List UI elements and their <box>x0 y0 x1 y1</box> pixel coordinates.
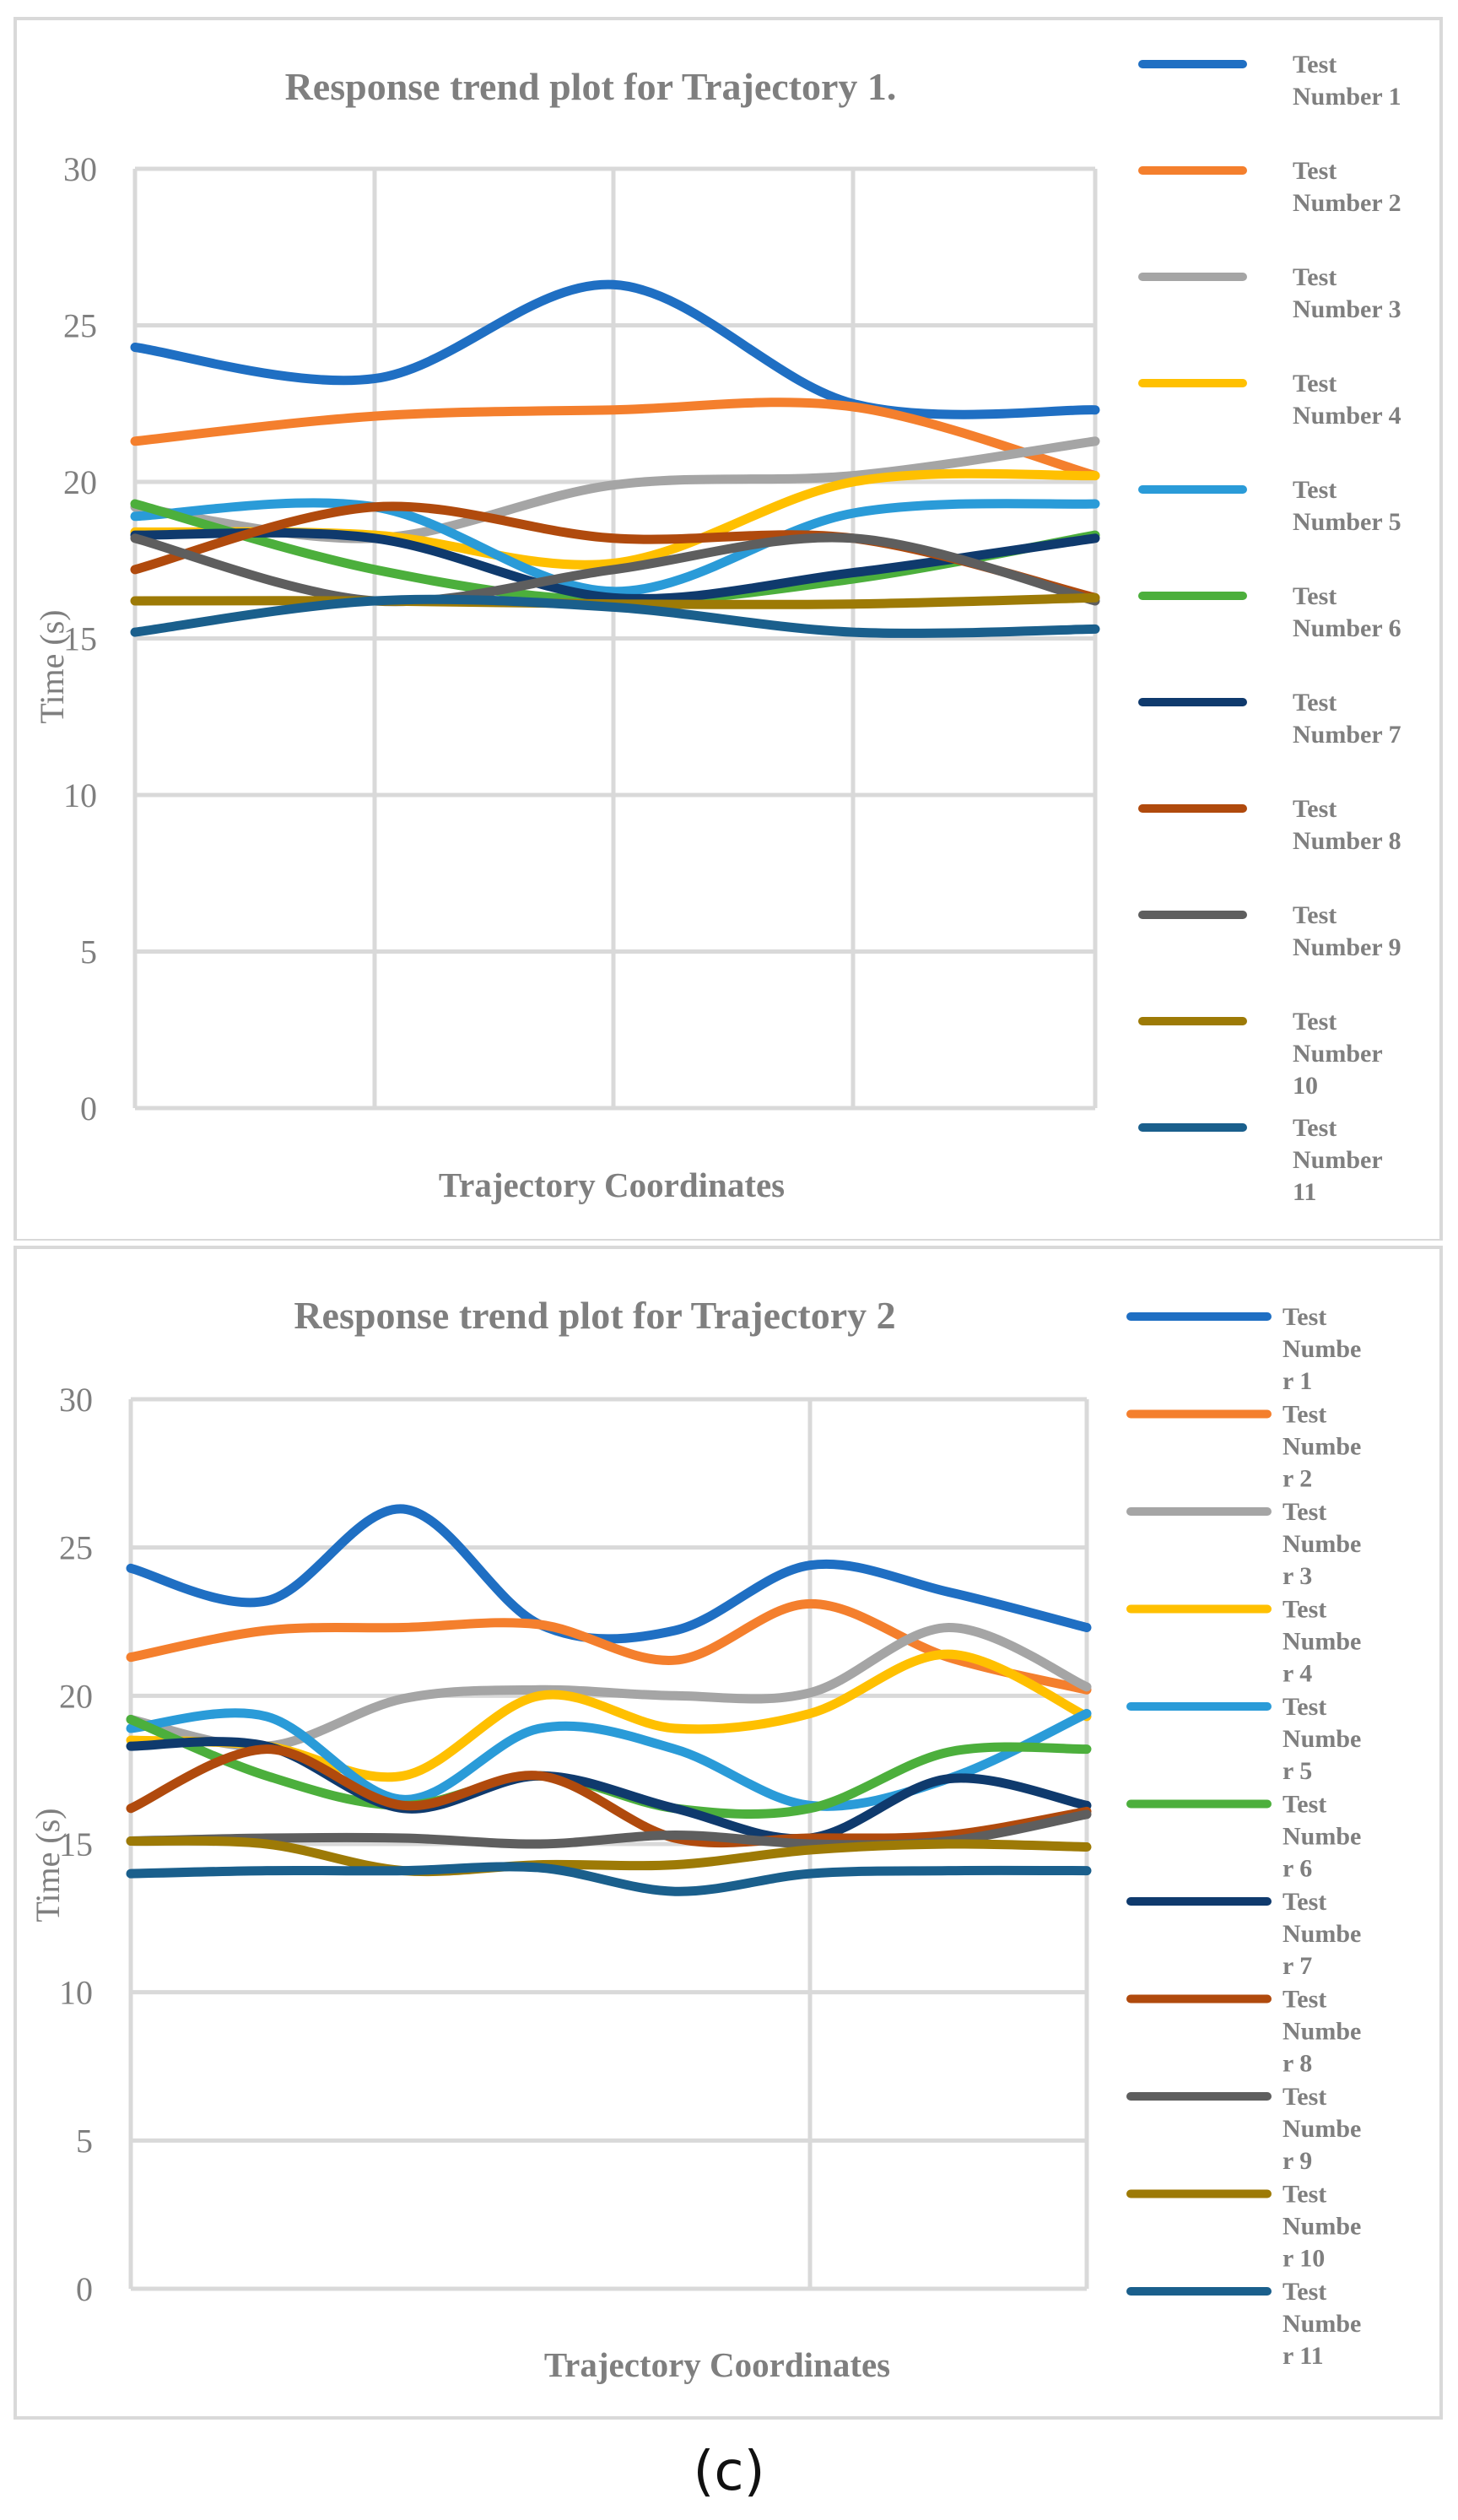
legend-label-5: Number 5 <box>1293 508 1401 536</box>
legend-label-2: Test <box>1293 157 1336 185</box>
legend-label-1: Test <box>1282 1303 1326 1331</box>
legend-label-6: Test <box>1293 582 1336 610</box>
legend-label-1: Numbe <box>1282 1335 1361 1363</box>
legend-label-2: r 2 <box>1282 1465 1312 1493</box>
legend-label-6: Test <box>1282 1791 1326 1819</box>
y-tick-label: 5 <box>80 933 97 971</box>
legend-label-11: Test <box>1293 1114 1336 1142</box>
x-axis-label: Trajectory Coordinates <box>544 2345 890 2384</box>
y-tick-label: 25 <box>63 307 97 345</box>
legend-label-8: Number 8 <box>1293 827 1401 855</box>
series-line-1 <box>126 1504 1092 1644</box>
y-tick-label: 20 <box>63 463 97 501</box>
series-line-2 <box>126 1598 1092 1695</box>
y-tick-label: 30 <box>63 150 97 188</box>
legend-label-8: Test <box>1293 795 1336 823</box>
legend-label-11: r 11 <box>1282 2342 1324 2370</box>
legend-label-10: Test <box>1282 2181 1326 2209</box>
chart-title: Response trend plot for Trajectory 1. <box>285 65 897 108</box>
series-line-9 <box>130 533 1100 607</box>
chart-frame <box>14 1246 1443 2420</box>
legend-label-7: Test <box>1282 1888 1326 1916</box>
legend-label-1: Number 1 <box>1293 83 1401 111</box>
legend-label-3: Numbe <box>1282 1530 1361 1558</box>
legend-label-9: Test <box>1293 901 1336 929</box>
legend-label-4: Test <box>1293 370 1336 397</box>
chart-trajectory-1: 0 5 10 15 20 25 30 Response trend plot for Traj… <box>14 17 1443 1241</box>
series-line-5 <box>130 498 1100 597</box>
legend-label-4: Test <box>1282 1596 1326 1624</box>
legend-label-3: Number 3 <box>1293 295 1401 323</box>
legend-label-3: Test <box>1293 263 1336 291</box>
y-tick-label: 30 <box>59 1381 93 1419</box>
figure-caption: (c) <box>693 2441 765 2503</box>
legend-label-2: Test <box>1282 1401 1326 1429</box>
legend-label-3: r 3 <box>1282 1562 1312 1590</box>
legend-label-4: r 4 <box>1282 1660 1312 1688</box>
legend-label-4: Numbe <box>1282 1628 1361 1656</box>
y-tick-label: 0 <box>80 1090 97 1128</box>
legend-label-4: Number 4 <box>1293 402 1401 430</box>
y-tick-label: 10 <box>59 1974 93 2012</box>
legend-label-10: Test <box>1293 1008 1336 1036</box>
legend-label-6: Numbe <box>1282 1823 1361 1851</box>
legend-label-11: Number <box>1293 1146 1383 1174</box>
legend-label-7: Test <box>1293 689 1336 717</box>
chart-title: Response trend plot for Trajectory 2 <box>294 1294 895 1337</box>
legend-label-10: r 10 <box>1282 2245 1325 2273</box>
legend-label-8: Test <box>1282 1986 1326 2014</box>
legend-label-11: 11 <box>1293 1178 1316 1206</box>
y-tick-label: 20 <box>59 1677 93 1715</box>
legend-label-3: Test <box>1282 1498 1326 1526</box>
legend-label-5: Test <box>1282 1693 1326 1721</box>
y-tick-label: 10 <box>63 776 97 814</box>
y-axis-label: Time (s) <box>29 1808 67 1922</box>
legend-label-9: r 9 <box>1282 2147 1312 2175</box>
y-tick-label: 5 <box>76 2122 93 2160</box>
series-line-8 <box>126 1744 1092 1848</box>
y-tick-label: 15 <box>63 620 97 658</box>
legend-label-7: r 7 <box>1282 1952 1312 1980</box>
legend-label-7: Number 7 <box>1293 721 1401 749</box>
legend-label-8: Numbe <box>1282 2018 1361 2046</box>
legend-label-9: Numbe <box>1282 2115 1361 2143</box>
legend-label-5: Test <box>1293 476 1336 504</box>
legend-label-11: Numbe <box>1282 2310 1361 2338</box>
legend-label-5: r 5 <box>1282 1757 1312 1785</box>
y-tick-label: 0 <box>76 2270 93 2308</box>
legend-label-10: Number <box>1293 1040 1383 1068</box>
legend-label-8: r 8 <box>1282 2050 1312 2078</box>
legend-label-10: 10 <box>1293 1072 1318 1100</box>
series-line-10 <box>126 1836 1092 1877</box>
series-line-3 <box>126 1622 1092 1751</box>
legend-label-9: Test <box>1282 2083 1326 2111</box>
y-tick-label: 15 <box>59 1825 93 1863</box>
legend-label-5: Numbe <box>1282 1725 1361 1753</box>
chart-trajectory-2: 0 5 10 15 20 25 30 Response trend plot for Traj… <box>14 1246 1443 2420</box>
legend-label-6: Number 6 <box>1293 614 1401 642</box>
legend-label-1: r 1 <box>1282 1367 1312 1395</box>
x-axis-label: Trajectory Coordinates <box>439 1165 785 1204</box>
series-line-11 <box>130 594 1100 638</box>
legend-label-11: Test <box>1282 2278 1326 2306</box>
series-line-1 <box>130 279 1100 419</box>
legend-label-7: Numbe <box>1282 1920 1361 1948</box>
chart-frame <box>14 17 1443 1241</box>
y-tick-label: 25 <box>59 1529 93 1567</box>
legend-label-2: Numbe <box>1282 1433 1361 1461</box>
legend-label-6: r 6 <box>1282 1855 1312 1883</box>
series-line-11 <box>126 1862 1092 1896</box>
legend-label-1: Test <box>1293 51 1336 78</box>
legend-label-10: Numbe <box>1282 2213 1361 2241</box>
legend-label-2: Number 2 <box>1293 189 1401 217</box>
y-axis-label: Time (s) <box>33 609 71 723</box>
series-line-2 <box>130 397 1100 481</box>
legend-label-9: Number 9 <box>1293 933 1401 961</box>
